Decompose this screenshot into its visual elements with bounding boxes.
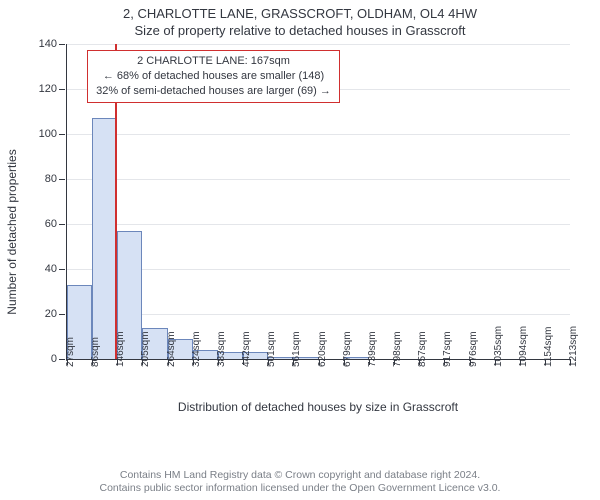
plot-area: 02040608010012014027sqm86sqm146sqm205sqm… — [66, 44, 570, 360]
x-axis-label: Distribution of detached houses by size … — [66, 400, 570, 414]
y-tick — [59, 89, 65, 90]
title-line-2: Size of property relative to detached ho… — [0, 21, 600, 42]
x-tick-label: 798sqm — [392, 331, 403, 367]
chart: Number of detached properties 0204060801… — [36, 44, 580, 420]
x-tick-label: 1154sqm — [543, 327, 554, 367]
x-tick-label: 383sqm — [216, 331, 227, 367]
y-tick — [59, 269, 65, 270]
bar — [92, 118, 117, 359]
y-tick — [59, 314, 65, 315]
y-tick — [59, 224, 65, 225]
x-tick-label: 857sqm — [417, 331, 428, 367]
x-tick-label: 27sqm — [65, 337, 76, 367]
x-tick-label: 501sqm — [266, 331, 277, 367]
y-axis-label: Number of detached properties — [5, 149, 19, 314]
x-tick-label: 264sqm — [166, 331, 177, 367]
bar-slot: 798sqm — [394, 44, 419, 359]
footer-line-2: Contains public sector information licen… — [0, 482, 600, 496]
x-tick-label: 620sqm — [317, 331, 328, 367]
y-tick — [59, 179, 65, 180]
x-tick-label: 442sqm — [241, 331, 252, 367]
y-tick-label: 60 — [45, 218, 57, 230]
y-tick-label: 20 — [45, 308, 57, 320]
x-tick-label: 324sqm — [191, 331, 202, 367]
annotation-line: ← 68% of detached houses are smaller (14… — [96, 69, 331, 84]
bar-slot: 1035sqm — [495, 44, 520, 359]
y-tick — [59, 134, 65, 135]
footer: Contains HM Land Registry data © Crown c… — [0, 469, 600, 496]
y-tick — [59, 44, 65, 45]
x-tick-label: 146sqm — [115, 331, 126, 367]
footer-line-1: Contains HM Land Registry data © Crown c… — [0, 469, 600, 483]
x-tick-label: 739sqm — [367, 331, 378, 367]
bar-slot: 857sqm — [419, 44, 444, 359]
x-tick-label: 86sqm — [90, 337, 101, 367]
y-tick-label: 40 — [45, 263, 57, 275]
x-tick-label: 917sqm — [442, 331, 453, 367]
bar-slot: 1154sqm — [545, 44, 570, 359]
x-tick-label: 1213sqm — [568, 326, 579, 367]
x-tick-label: 976sqm — [468, 331, 479, 367]
bar-slot: 679sqm — [344, 44, 369, 359]
bar-slot: 1094sqm — [520, 44, 545, 359]
bar-slot: 739sqm — [369, 44, 394, 359]
x-tick-label: 1035sqm — [493, 326, 504, 367]
x-tick-label: 679sqm — [342, 331, 353, 367]
y-tick-label: 0 — [51, 353, 57, 365]
annotation-box: 2 CHARLOTTE LANE: 167sqm← 68% of detache… — [87, 50, 340, 103]
annotation-line: 2 CHARLOTTE LANE: 167sqm — [96, 54, 331, 69]
title-line-1: 2, CHARLOTTE LANE, GRASSCROFT, OLDHAM, O… — [0, 0, 600, 21]
y-tick-label: 100 — [39, 128, 57, 140]
bar-slot: 976sqm — [470, 44, 495, 359]
y-tick-label: 140 — [39, 38, 57, 50]
bar-slot: 917sqm — [444, 44, 469, 359]
y-tick-label: 80 — [45, 173, 57, 185]
y-tick-label: 120 — [39, 83, 57, 95]
x-tick-label: 205sqm — [140, 331, 151, 367]
x-tick-label: 561sqm — [291, 331, 302, 367]
annotation-line: 32% of semi-detached houses are larger (… — [96, 84, 331, 99]
x-tick-label: 1094sqm — [518, 326, 529, 367]
